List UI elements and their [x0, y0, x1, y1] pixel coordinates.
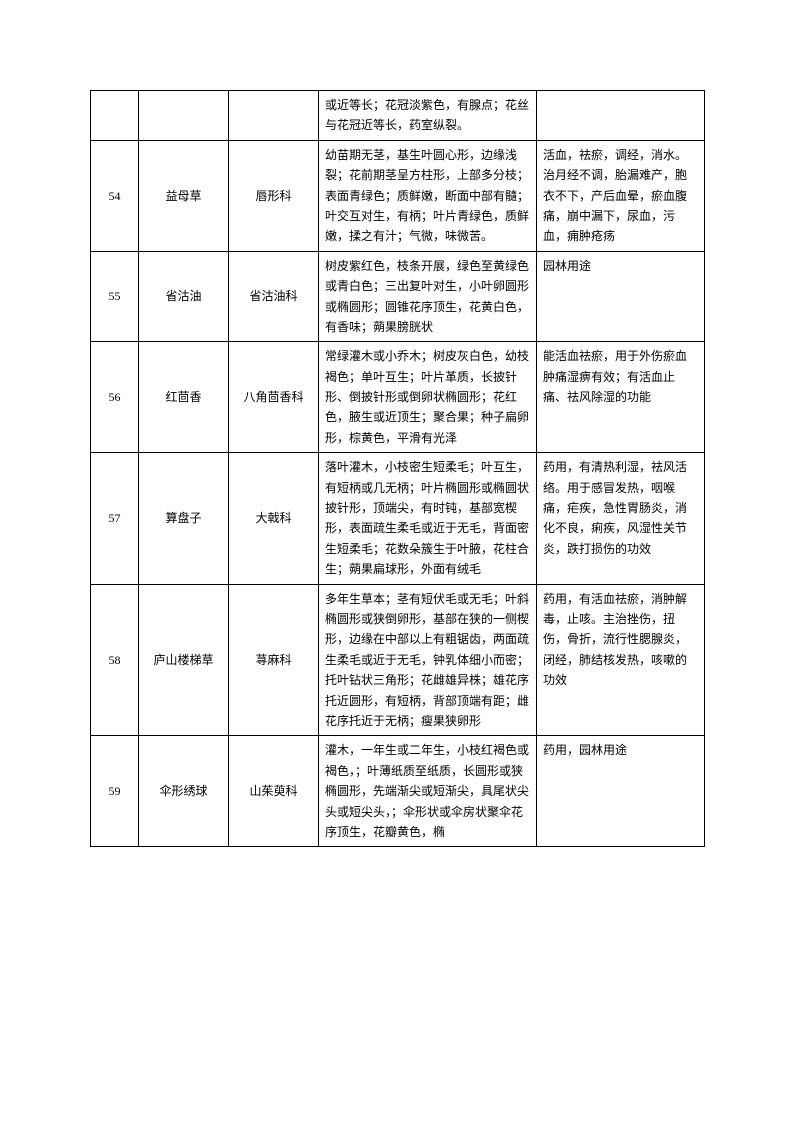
cell-num: 56 [91, 342, 139, 453]
cell-desc: 落叶灌木，小枝密生短柔毛；叶互生，有短柄或几无柄；叶片椭圆形或椭圆状披针形，顶端… [319, 453, 537, 584]
cell-desc: 或近等长；花冠淡紫色，有腺点；花丝与花冠近等长，药室纵裂。 [319, 91, 537, 141]
table-row: 59 伞形绣球 山茱萸科 灌木，一年生或二年生，小枝红褐色或褐色，；叶薄纸质至纸… [91, 736, 705, 847]
cell-use: 园林用途 [537, 251, 705, 342]
cell-desc: 幼苗期无茎，基生叶圆心形，边缘浅裂；花前期茎呈方柱形，上部多分枝；表面青绿色；质… [319, 140, 537, 251]
cell-desc: 灌木，一年生或二年生，小枝红褐色或褐色，；叶薄纸质至纸质，长圆形或狭椭圆形，先端… [319, 736, 537, 847]
cell-family: 山茱萸科 [229, 736, 319, 847]
table-row: 或近等长；花冠淡紫色，有腺点；花丝与花冠近等长，药室纵裂。 [91, 91, 705, 141]
cell-desc: 树皮紫红色，枝条开展，绿色至黄绿色或青白色；三出复叶对生，小叶卵圆形或椭圆形；圆… [319, 251, 537, 342]
table-row: 57 算盘子 大戟科 落叶灌木，小枝密生短柔毛；叶互生，有短柄或几无柄；叶片椭圆… [91, 453, 705, 584]
cell-family [229, 91, 319, 141]
cell-num: 57 [91, 453, 139, 584]
cell-use: 药用，有活血祛瘀，消肿解毒，止咳。主治挫伤，扭伤，骨折，流行性腮腺炎，闭经，肺结… [537, 584, 705, 736]
cell-use: 能活血祛瘀，用于外伤瘀血肿痛湿痹有效；有活血止痛、祛风除湿的功能 [537, 342, 705, 453]
cell-desc: 多年生草本；茎有短伏毛或无毛；叶斜椭圆形或狭倒卵形，基部在狭的一侧楔形，边缘在中… [319, 584, 537, 736]
cell-family: 八角茴香科 [229, 342, 319, 453]
table-row: 54 益母草 唇形科 幼苗期无茎，基生叶圆心形，边缘浅裂；花前期茎呈方柱形，上部… [91, 140, 705, 251]
table-row: 55 省沽油 省沽油科 树皮紫红色，枝条开展，绿色至黄绿色或青白色；三出复叶对生… [91, 251, 705, 342]
cell-num: 59 [91, 736, 139, 847]
cell-desc: 常绿灌木或小乔木；树皮灰白色，幼枝褐色；单叶互生；叶片革质，长披针形、倒披针形或… [319, 342, 537, 453]
cell-family: 大戟科 [229, 453, 319, 584]
cell-family: 荨麻科 [229, 584, 319, 736]
cell-name: 算盘子 [139, 453, 229, 584]
cell-family: 省沽油科 [229, 251, 319, 342]
cell-num: 54 [91, 140, 139, 251]
cell-use: 药用，园林用途 [537, 736, 705, 847]
cell-use: 活血，祛瘀，调经，消水。治月经不调，胎漏难产，胞衣不下，产后血晕，瘀血腹痛，崩中… [537, 140, 705, 251]
cell-num: 55 [91, 251, 139, 342]
cell-name: 伞形绣球 [139, 736, 229, 847]
cell-use [537, 91, 705, 141]
cell-family: 唇形科 [229, 140, 319, 251]
cell-num: 58 [91, 584, 139, 736]
cell-name: 省沽油 [139, 251, 229, 342]
cell-name: 益母草 [139, 140, 229, 251]
cell-name [139, 91, 229, 141]
cell-num [91, 91, 139, 141]
table-row: 58 庐山楼梯草 荨麻科 多年生草本；茎有短伏毛或无毛；叶斜椭圆形或狭倒卵形，基… [91, 584, 705, 736]
cell-use: 药用，有清热利湿，祛风活络。用于感冒发热，咽喉痛，疟疾，急性胃肠炎，消化不良，痢… [537, 453, 705, 584]
table-row: 56 红茴香 八角茴香科 常绿灌木或小乔木；树皮灰白色，幼枝褐色；单叶互生；叶片… [91, 342, 705, 453]
cell-name: 红茴香 [139, 342, 229, 453]
cell-name: 庐山楼梯草 [139, 584, 229, 736]
table-body: 或近等长；花冠淡紫色，有腺点；花丝与花冠近等长，药室纵裂。 54 益母草 唇形科… [91, 91, 705, 847]
herb-table: 或近等长；花冠淡紫色，有腺点；花丝与花冠近等长，药室纵裂。 54 益母草 唇形科… [90, 90, 705, 847]
